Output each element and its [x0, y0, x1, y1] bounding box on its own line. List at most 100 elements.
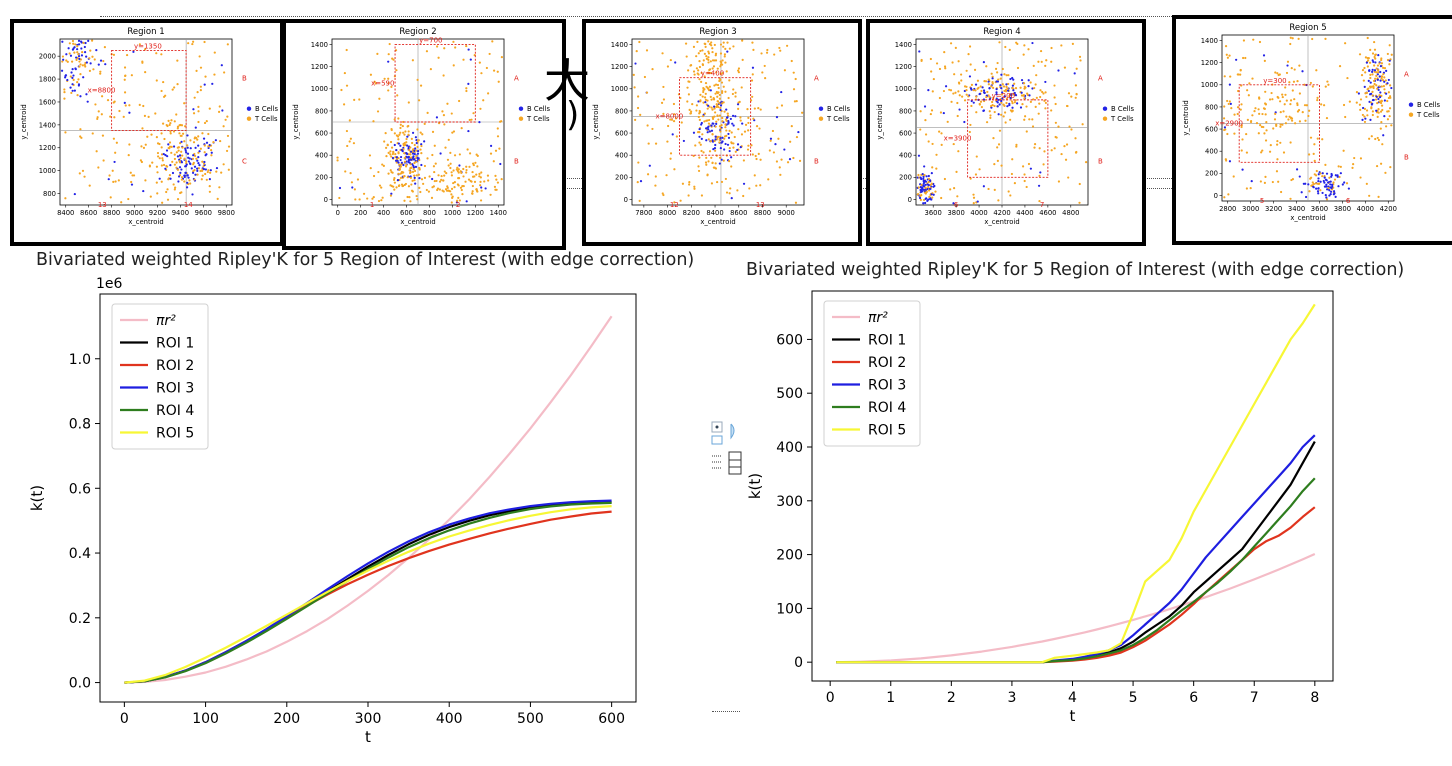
t-cell-point — [496, 135, 500, 138]
t-cell-point — [1264, 113, 1267, 116]
t-cell-point — [423, 122, 426, 126]
t-cell-point — [392, 58, 395, 61]
x-tick-label: 8400 — [57, 209, 74, 217]
t-cell-point — [685, 55, 688, 58]
t-cell-point — [378, 184, 382, 187]
t-cell-point — [403, 183, 406, 187]
t-cell-point — [680, 121, 683, 124]
t-cell-point — [760, 52, 763, 55]
b-cell-point — [997, 113, 1000, 116]
t-cell-point — [766, 48, 769, 52]
t-cell-point — [689, 64, 692, 67]
b-cell-point — [1001, 91, 1004, 94]
t-cell-point — [346, 144, 349, 148]
b-cell-point — [919, 190, 923, 194]
b-cell-point — [736, 148, 739, 152]
legend-label: ROI 1 — [156, 336, 194, 352]
t-cell-point — [928, 195, 931, 199]
t-cell-point — [450, 171, 453, 174]
t-cell-point — [445, 172, 448, 175]
t-cell-point — [399, 126, 402, 130]
t-cell-point — [672, 102, 676, 106]
y-axis-label: y_centroid — [592, 104, 600, 139]
t-cell-point — [733, 135, 736, 139]
edge-label: 14 — [184, 201, 193, 209]
legend-marker-t-cells — [246, 116, 252, 121]
t-cell-point — [997, 143, 1001, 146]
b-cell-point — [639, 180, 643, 183]
region-title: Region 5 — [1289, 23, 1326, 33]
t-cell-point — [996, 146, 999, 149]
t-cell-point — [654, 142, 658, 145]
t-cell-point — [408, 148, 411, 151]
t-cell-point — [713, 139, 716, 143]
t-cell-point — [146, 135, 149, 138]
x-tick-label: 6 — [1189, 690, 1198, 706]
t-cell-point — [673, 201, 676, 204]
y-tick-label: 0 — [1214, 192, 1218, 200]
t-cell-point — [970, 104, 973, 108]
y-tick-label: 800 — [1205, 103, 1218, 111]
b-cell-point — [214, 139, 217, 142]
t-cell-point — [447, 138, 450, 141]
t-cell-point — [113, 116, 116, 119]
t-cell-point — [140, 145, 143, 148]
t-cell-point — [1272, 127, 1275, 130]
t-cell-point — [100, 113, 103, 116]
t-cell-point — [425, 50, 429, 53]
t-cell-point — [758, 127, 761, 130]
t-cell-point — [446, 185, 449, 188]
t-cell-point — [1383, 67, 1387, 70]
b-cell-point — [142, 189, 145, 193]
b-cell-point — [172, 145, 176, 148]
t-cell-point — [1384, 79, 1387, 82]
b-cell-point — [797, 130, 800, 134]
b-cell-point — [405, 155, 408, 158]
t-cell-point — [1038, 199, 1041, 203]
b-cell-point — [923, 165, 926, 168]
t-cell-point — [763, 64, 766, 68]
b-cell-point — [720, 141, 723, 144]
t-cell-point — [1290, 117, 1294, 120]
t-cell-point — [61, 60, 64, 63]
b-cell-point — [162, 152, 165, 156]
t-cell-point — [91, 132, 94, 135]
b-cell-point — [922, 182, 925, 185]
t-cell-point — [1308, 153, 1311, 156]
t-cell-point — [1275, 170, 1279, 173]
t-cell-point — [407, 153, 410, 156]
t-cell-point — [698, 65, 702, 69]
t-cell-point — [460, 188, 463, 192]
b-cell-point — [726, 50, 729, 53]
t-cell-point — [177, 149, 180, 152]
t-cell-point — [741, 39, 744, 42]
b-cell-point — [704, 101, 707, 104]
t-cell-point — [413, 174, 416, 177]
t-cell-point — [1291, 37, 1294, 40]
x-axis-label: x_centroid — [1290, 214, 1325, 222]
t-cell-point — [1268, 98, 1272, 101]
t-cell-point — [730, 165, 733, 168]
b-cell-point — [930, 193, 933, 196]
t-cell-point — [207, 145, 210, 148]
t-cell-point — [1042, 92, 1045, 95]
t-cell-point — [670, 118, 674, 121]
t-cell-point — [1241, 138, 1244, 141]
t-cell-point — [695, 109, 698, 112]
t-cell-point — [956, 114, 959, 118]
scatter-points — [632, 39, 804, 204]
t-cell-point — [395, 161, 398, 164]
b-cell-point — [1000, 87, 1003, 90]
t-cell-point — [1325, 198, 1329, 201]
t-cell-point — [413, 169, 417, 173]
t-cell-point — [1260, 151, 1263, 154]
t-cell-point — [978, 103, 981, 106]
t-cell-point — [1374, 57, 1377, 60]
edge-label: 13 — [756, 201, 765, 209]
b-cell-point — [921, 186, 924, 190]
b-cell-point — [113, 160, 116, 164]
t-cell-point — [716, 100, 720, 103]
b-cell-point — [1286, 64, 1289, 67]
t-cell-point — [390, 146, 394, 149]
t-cell-point — [709, 140, 712, 143]
